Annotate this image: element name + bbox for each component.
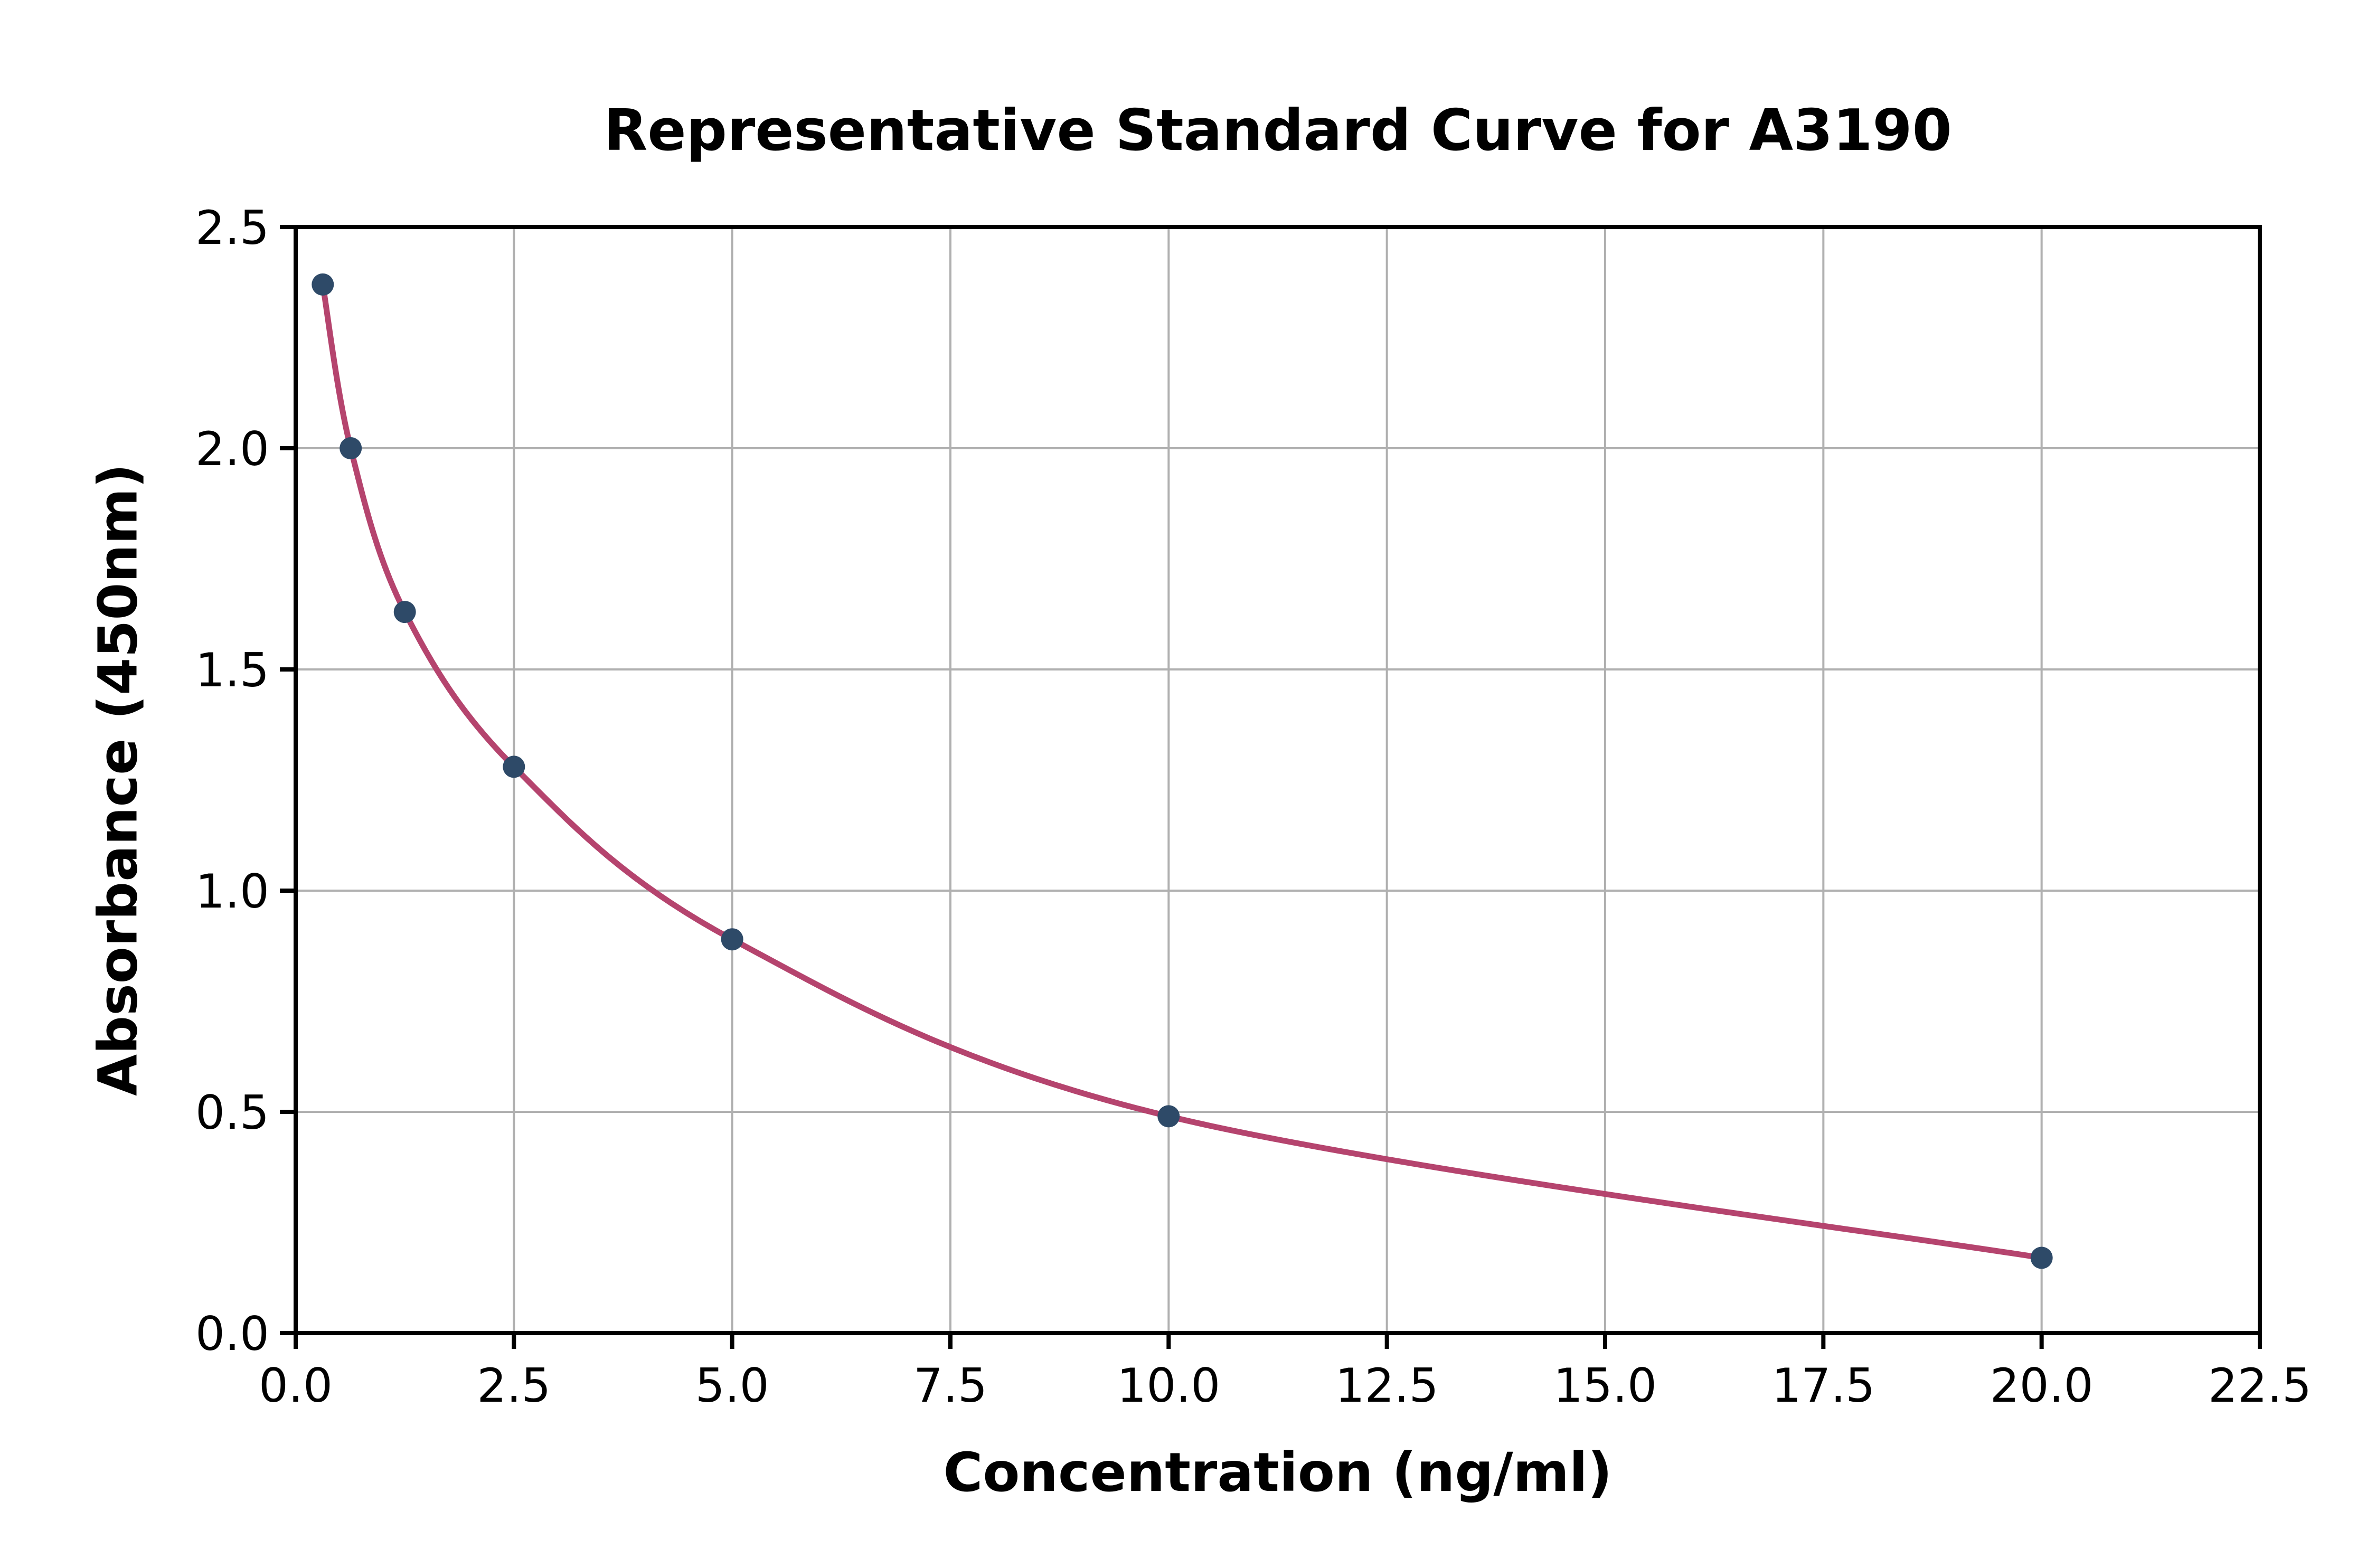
x-tick-label: 5.0 [695,1358,769,1413]
x-tick-label: 10.0 [1117,1358,1220,1413]
x-tick-label: 15.0 [1553,1358,1657,1413]
x-tick-label: 7.5 [913,1358,987,1413]
data-point [503,755,525,778]
y-tick-label: 2.0 [195,422,269,476]
x-tick-label: 22.5 [2208,1358,2312,1413]
data-point [393,601,416,624]
plot-border [294,225,2262,1335]
x-tick-label: 0.0 [259,1358,333,1413]
x-tick-label: 20.0 [1990,1358,2094,1413]
standard-curve-line [319,281,2045,1261]
x-tick-label: 12.5 [1335,1358,1439,1413]
data-point [2030,1246,2053,1269]
chart-title: Representative Standard Curve for A3190 [604,98,1952,164]
data-point [1157,1105,1180,1128]
x-tick-label: 2.5 [477,1358,551,1413]
y-tick-label: 2.5 [195,201,269,255]
y-tick-label: 0.0 [195,1307,269,1361]
data-point [340,437,362,459]
data-point [721,928,743,951]
y-tick-label: 1.0 [195,864,269,919]
x-tick-label: 17.5 [1771,1358,1875,1413]
x-axis-label: Concentration (ng/ml) [943,1441,1613,1504]
y-tick-label: 0.5 [195,1085,269,1140]
data-point [312,273,334,296]
y-tick-label: 1.5 [195,643,269,697]
